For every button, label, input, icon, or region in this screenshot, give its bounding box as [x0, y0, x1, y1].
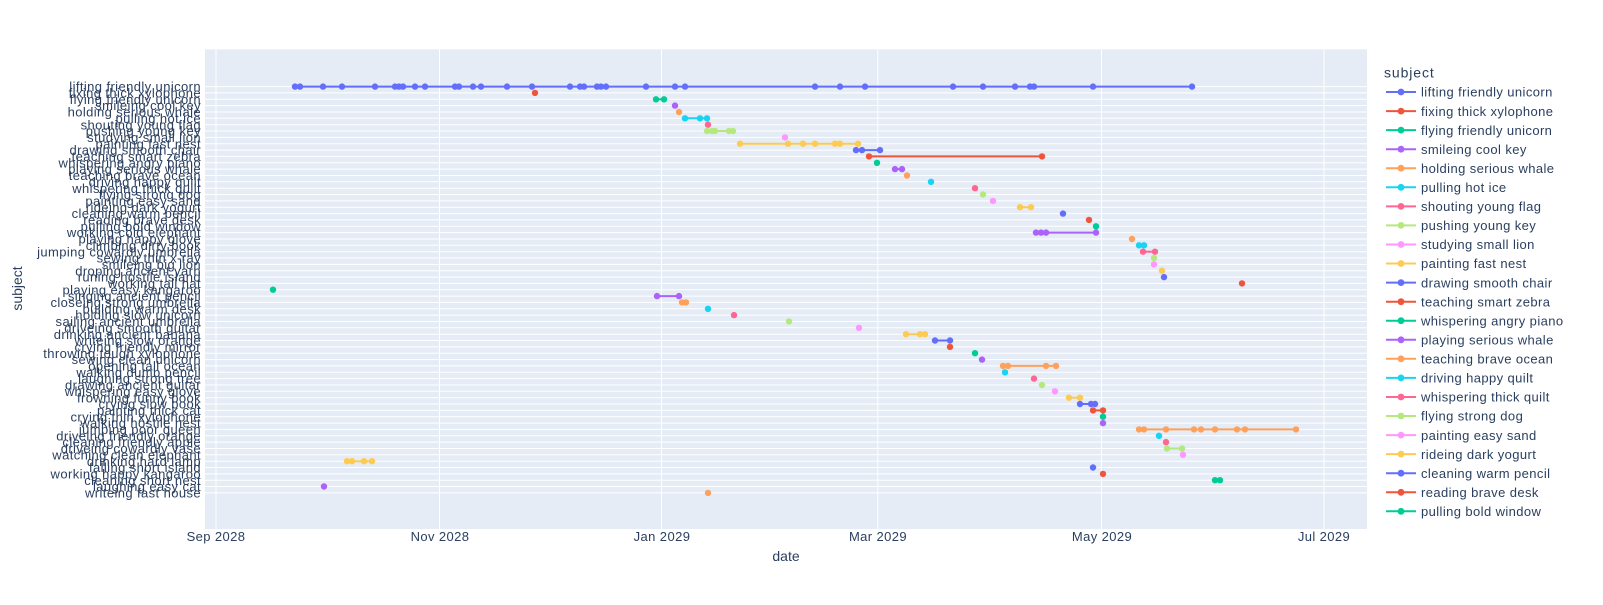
svg-text:painting fast nest: painting fast nest: [1421, 256, 1527, 271]
svg-text:whispering thick quilt: whispering thick quilt: [1420, 390, 1550, 405]
svg-text:laughing strong tree: laughing strong tree: [78, 371, 201, 386]
svg-text:frowning funny book: frowning funny book: [77, 390, 201, 405]
svg-text:subject: subject: [1384, 65, 1435, 81]
svg-text:shouting young flag: shouting young flag: [81, 117, 201, 132]
svg-text:teaching brave ocean: teaching brave ocean: [1421, 352, 1553, 367]
svg-text:Mar 2029: Mar 2029: [849, 529, 907, 544]
svg-text:crying thin xylophone: crying thin xylophone: [70, 409, 201, 424]
svg-text:opening tall ocean: opening tall ocean: [88, 359, 201, 374]
svg-text:holding slow unicorn: holding slow unicorn: [75, 308, 201, 323]
svg-text:teaching smart zebra: teaching smart zebra: [72, 149, 202, 164]
svg-text:Sep 2028: Sep 2028: [187, 529, 246, 544]
svg-text:pulling bold window: pulling bold window: [81, 219, 202, 234]
svg-text:flying strong dog: flying strong dog: [99, 187, 201, 202]
svg-text:working cold elephant: working cold elephant: [66, 225, 201, 240]
svg-text:whispering easy glove: whispering easy glove: [64, 384, 201, 399]
svg-text:Jan 2029: Jan 2029: [634, 529, 691, 544]
svg-text:studying small lion: studying small lion: [1421, 237, 1535, 252]
svg-text:walking dumb pencil: walking dumb pencil: [75, 365, 201, 380]
svg-text:whispering angry piano: whispering angry piano: [58, 155, 202, 170]
svg-text:falling short island: falling short island: [89, 460, 201, 475]
svg-text:smileing cool key: smileing cool key: [95, 98, 201, 113]
svg-text:drawing ancient guitar: drawing ancient guitar: [65, 378, 201, 393]
svg-text:driveing smooth guitar: driveing smooth guitar: [64, 320, 201, 335]
svg-text:smileing big lion: smileing big lion: [102, 257, 201, 272]
svg-text:flying friendly unicorn: flying friendly unicorn: [70, 92, 201, 107]
svg-text:lifting friendly unicorn: lifting friendly unicorn: [1421, 85, 1553, 100]
svg-text:teaching brave ocean: teaching brave ocean: [69, 168, 201, 183]
svg-text:throwing tough xylophone: throwing tough xylophone: [43, 346, 201, 361]
svg-text:drawing smooth chair: drawing smooth chair: [1421, 275, 1553, 290]
svg-text:Nov 2028: Nov 2028: [411, 529, 470, 544]
svg-text:driving happy quilt: driving happy quilt: [89, 174, 201, 189]
svg-text:playing serious whale: playing serious whale: [68, 162, 201, 177]
svg-text:runing hostile island: runing hostile island: [78, 270, 201, 285]
svg-text:painting fast nest: painting fast nest: [96, 136, 202, 151]
svg-text:writeing slow orange: writeing slow orange: [73, 333, 201, 348]
svg-text:subject: subject: [9, 266, 25, 310]
svg-text:singing ancient pencil: singing ancient pencil: [68, 289, 201, 304]
svg-text:shouting young flag: shouting young flag: [1421, 199, 1541, 214]
svg-text:painting easy sand: painting easy sand: [85, 194, 201, 209]
svg-text:holding serious whale: holding serious whale: [68, 105, 201, 120]
svg-text:crying friendly mirror: crying friendly mirror: [74, 340, 201, 355]
svg-text:fixing thick xylophone: fixing thick xylophone: [69, 86, 201, 101]
svg-text:driveing cowardly vase: driveing cowardly vase: [61, 441, 201, 456]
svg-text:writeing fast house: writeing fast house: [84, 486, 201, 501]
svg-text:playing easy kangaroo: playing easy kangaroo: [63, 282, 202, 297]
svg-text:sailing ancient umbrella: sailing ancient umbrella: [56, 314, 202, 329]
svg-text:painting thick cat: painting thick cat: [97, 403, 201, 418]
svg-text:cleaning warm pencil: cleaning warm pencil: [72, 206, 201, 221]
svg-text:working happy kangaroo: working happy kangaroo: [50, 467, 201, 482]
svg-text:closeing strong umbrella: closeing strong umbrella: [50, 295, 201, 310]
svg-text:pulling hot ice: pulling hot ice: [116, 111, 202, 126]
svg-text:pushing young key: pushing young key: [86, 124, 201, 139]
svg-text:watching clean elephant: watching clean elephant: [51, 447, 201, 462]
svg-text:whispering angry piano: whispering angry piano: [1420, 313, 1564, 328]
svg-text:playing happy glove: playing happy glove: [78, 232, 201, 247]
svg-text:smileing cool key: smileing cool key: [1421, 142, 1527, 157]
svg-text:driveing friendly orange: driveing friendly orange: [56, 428, 201, 443]
svg-text:pulling hot ice: pulling hot ice: [1421, 180, 1507, 195]
svg-text:flying friendly unicorn: flying friendly unicorn: [1421, 123, 1552, 138]
svg-text:sewing clean unicorn: sewing clean unicorn: [72, 352, 201, 367]
svg-text:building warm desk: building warm desk: [83, 301, 202, 316]
svg-text:working tall hat: working tall hat: [107, 276, 201, 291]
svg-text:holding serious whale: holding serious whale: [1421, 161, 1554, 176]
svg-text:cleaning friendly apple: cleaning friendly apple: [62, 435, 201, 450]
svg-text:pulling bold window: pulling bold window: [1421, 504, 1542, 519]
svg-text:teaching smart zebra: teaching smart zebra: [1421, 294, 1551, 309]
svg-text:reading brave desk: reading brave desk: [83, 213, 201, 228]
svg-text:reading brave desk: reading brave desk: [1421, 485, 1539, 500]
svg-text:jumping poor queen: jumping poor queen: [78, 422, 201, 437]
svg-text:driving happy quilt: driving happy quilt: [1421, 371, 1533, 386]
svg-text:drinking ancient banana: drinking ancient banana: [54, 327, 202, 342]
svg-text:walking hostile nest: walking hostile nest: [79, 416, 201, 431]
svg-text:fixing thick xylophone: fixing thick xylophone: [1421, 104, 1553, 119]
svg-text:Jul 2029: Jul 2029: [1298, 529, 1350, 544]
svg-text:drinking hard lamp: drinking hard lamp: [87, 454, 201, 469]
svg-text:whispering thick quilt: whispering thick quilt: [71, 181, 201, 196]
svg-text:lifting friendly unicorn: lifting friendly unicorn: [69, 79, 201, 94]
svg-text:cleaning warm pencil: cleaning warm pencil: [1421, 466, 1550, 481]
svg-text:flying strong dog: flying strong dog: [1421, 409, 1523, 424]
svg-text:playing serious whale: playing serious whale: [1421, 333, 1554, 348]
svg-text:cleaning short nest: cleaning short nest: [84, 473, 201, 488]
svg-text:drawing smooth chair: drawing smooth chair: [69, 143, 201, 158]
svg-text:pushing young key: pushing young key: [1421, 218, 1536, 233]
svg-text:laughing easy cat: laughing easy cat: [93, 479, 201, 494]
svg-text:sewing thin x-ray: sewing thin x-ray: [97, 251, 201, 266]
svg-text:droping ancient yarn: droping ancient yarn: [75, 263, 201, 278]
svg-text:crying slow book: crying slow book: [99, 397, 202, 412]
svg-text:rideing dark yogurt: rideing dark yogurt: [1421, 447, 1536, 462]
svg-text:studying small lion: studying small lion: [87, 130, 201, 145]
svg-text:climbing dirty book: climbing dirty book: [86, 238, 201, 253]
svg-text:jumping cowardly umbrella: jumping cowardly umbrella: [36, 244, 201, 259]
svg-text:painting easy sand: painting easy sand: [1421, 428, 1537, 443]
svg-text:date: date: [772, 548, 799, 564]
svg-text:May 2029: May 2029: [1072, 529, 1132, 544]
svg-text:rideing dark yogurt: rideing dark yogurt: [86, 200, 201, 215]
